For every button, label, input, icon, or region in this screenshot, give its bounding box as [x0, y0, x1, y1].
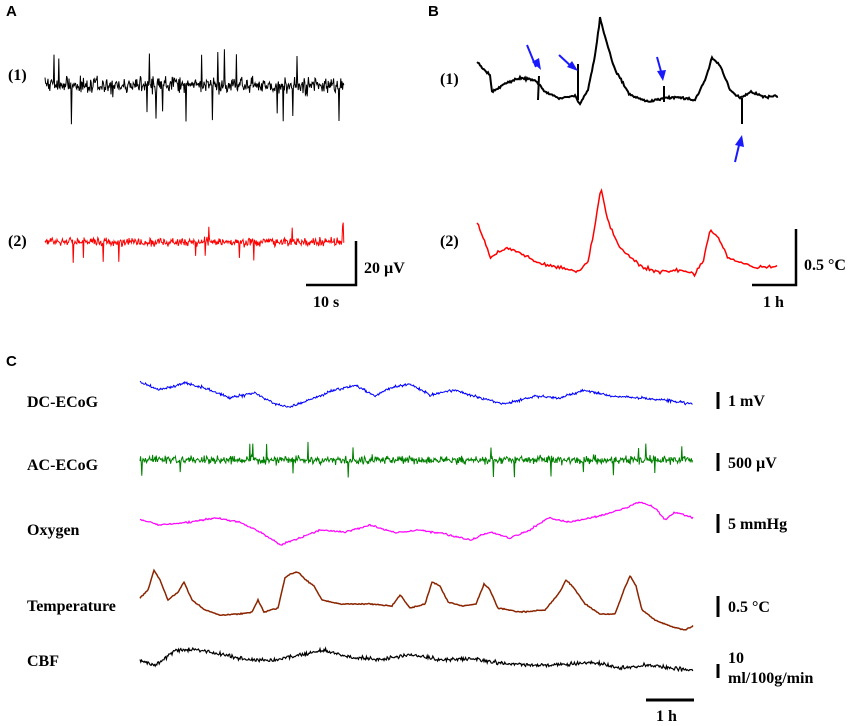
- scale-label-oxygen: 5 mmHg: [728, 516, 787, 533]
- channel-trace-temperature: [139, 568, 694, 631]
- scale-label-temperature: 0.5 °C: [728, 599, 770, 616]
- arrow-icon: [558, 54, 578, 71]
- panel-a-scale-x-label: 10 s: [313, 294, 339, 311]
- channel-label-dc-ecog: DC-ECoG: [27, 394, 99, 411]
- panel-b-scale-x-label: 1 h: [763, 294, 784, 311]
- arrow-icon: [734, 135, 744, 163]
- scale-label-dc-ecog: 1 mV: [728, 393, 765, 410]
- channel-label-oxygen: Oxygen: [27, 522, 80, 539]
- arrow-icon: [656, 56, 666, 81]
- channel-label-temperature: Temperature: [27, 598, 116, 615]
- channel-trace-dc-ecog: [139, 380, 693, 408]
- panel-b-trace1: [476, 16, 779, 124]
- arrow-icon: [526, 44, 541, 70]
- scale-label-cbf-value: 10: [728, 650, 744, 667]
- panel-b-trace2: [476, 188, 778, 278]
- panel-a-trace1: [44, 49, 345, 125]
- panel-a-scale-bar: [306, 241, 358, 287]
- channel-trace-oxygen: [139, 501, 694, 546]
- channel-trace-cbf: [139, 646, 694, 673]
- panel-b-trace2-label: (2): [440, 233, 459, 250]
- channel-trace-ac-ecog: [139, 441, 694, 478]
- panel-b-arrows: [526, 44, 744, 163]
- panel-b-letter: B: [428, 3, 439, 20]
- panel-c-letter: C: [6, 353, 17, 370]
- scale-label-ac-ecog: 500 µV: [728, 455, 777, 472]
- panel-a-letter: A: [6, 3, 17, 20]
- panel-a-trace1-label: (1): [8, 67, 27, 84]
- panel-a-trace2-label: (2): [8, 233, 27, 250]
- panel-b-trace1-label: (1): [440, 71, 459, 88]
- panel-b-scale-bar: [752, 229, 798, 287]
- panel-a-scale-y-label: 20 µV: [364, 260, 405, 277]
- channel-label-ac-ecog: AC-ECoG: [27, 457, 99, 474]
- panel-a-trace2: [44, 222, 345, 263]
- panel-c-time-scale-label: 1 h: [656, 708, 677, 725]
- panel-b-scale-y-label: 0.5 °C: [804, 257, 846, 274]
- channel-label-cbf: CBF: [27, 653, 59, 670]
- scale-label-cbf-unit: ml/100g/min: [728, 670, 813, 687]
